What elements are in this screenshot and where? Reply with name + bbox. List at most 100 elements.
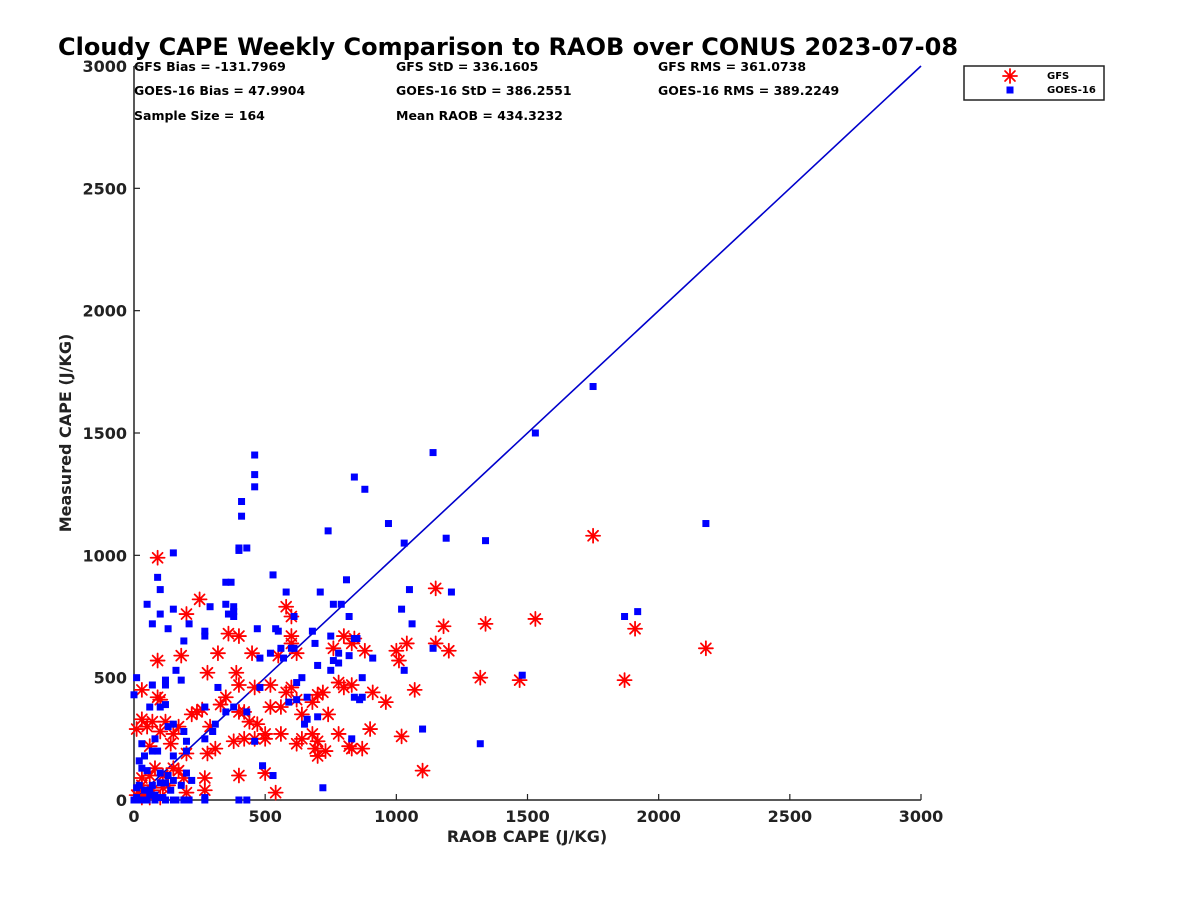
- goes-16-point: [201, 627, 209, 635]
- goes-16-point: [148, 681, 156, 689]
- gfs-point: [472, 669, 489, 686]
- gfs-point: [231, 767, 247, 784]
- gfs-point: [393, 728, 410, 745]
- gfs-point: [278, 598, 295, 615]
- y-ticks: 0 500 1000 1500 2000 2500 3000: [82, 57, 140, 810]
- goes-16-point: [188, 776, 196, 784]
- goes-16-point: [177, 676, 185, 684]
- goes-16-point: [169, 776, 177, 784]
- goes-16-point: [164, 772, 172, 780]
- goes-16-point: [238, 512, 246, 520]
- goes-16-point: [143, 796, 151, 804]
- gfs-point: [362, 721, 379, 737]
- goes-16-point: [408, 620, 416, 628]
- goes-16-point: [164, 723, 172, 731]
- goes-16-point: [384, 520, 392, 528]
- gfs-point: [231, 628, 247, 644]
- goes-16-point: [222, 600, 230, 608]
- goes-16-point: [285, 698, 293, 706]
- goes-16-point: [350, 473, 358, 481]
- x-tick-label: 1500: [505, 807, 550, 826]
- goes-16-point: [133, 794, 141, 802]
- goes-16-point: [230, 608, 238, 616]
- goes-16-point: [335, 659, 343, 667]
- goes-16-point: [172, 666, 180, 674]
- gfs-point: [343, 740, 360, 757]
- goes-16-point: [182, 747, 190, 755]
- goes-16-point: [266, 649, 274, 657]
- x-tick-label: 2000: [636, 807, 681, 826]
- goes-16-point: [156, 703, 164, 711]
- gfs-point: [199, 745, 216, 762]
- x-axis-label: RAOB CAPE (J/KG): [447, 827, 607, 846]
- legend-box: [963, 65, 1105, 101]
- goes-16-point: [161, 701, 169, 709]
- goes-16-point: [442, 534, 450, 542]
- goes-16-point: [177, 781, 185, 789]
- gfs-point: [477, 615, 494, 632]
- gfs-point: [440, 642, 457, 659]
- x-tick-label: 3000: [899, 807, 944, 826]
- gfs-point: [173, 647, 190, 664]
- goes-16-point: [182, 769, 190, 777]
- goes-16-point: [447, 588, 455, 596]
- x-ticks: 0 500 1000 1500 2000 2500 3000: [128, 794, 943, 826]
- goes-16-point: [405, 586, 413, 594]
- gfs-point: [304, 726, 321, 742]
- gfs-point: [199, 664, 216, 681]
- gfs-point: [165, 726, 182, 742]
- mean-raob-text: Mean RAOB = 434.3232: [396, 108, 563, 123]
- goes-16-point: [482, 537, 490, 545]
- legend-goes-square: [1006, 86, 1014, 94]
- legend: GFS GOES-16: [963, 65, 1105, 101]
- legend-gfs-label: GFS: [1047, 71, 1069, 82]
- goes-16-point: [400, 666, 408, 674]
- plot-area: [128, 65, 922, 806]
- goes-16-point: [135, 781, 143, 789]
- goes-16-point: [358, 693, 366, 701]
- gfs-point: [406, 682, 423, 698]
- gfs-point: [273, 699, 289, 715]
- goes-16-point: [314, 661, 322, 669]
- goes-16-point: [161, 779, 169, 787]
- gfs-point: [144, 713, 161, 730]
- x-tick-label: 1000: [374, 807, 419, 826]
- goes-16-point: [156, 779, 164, 787]
- gfs-point: [228, 664, 245, 681]
- goes-16-point: [290, 613, 298, 620]
- goes-16-point: [429, 644, 437, 652]
- x-tick-label: 500: [248, 807, 281, 826]
- gfs-point: [414, 762, 431, 779]
- goes-16-point: [230, 703, 238, 711]
- goes-16-point: [342, 576, 350, 584]
- goes-16-point: [621, 613, 629, 620]
- y-tick-label: 0: [116, 791, 127, 810]
- goes-16-point: [161, 681, 169, 689]
- goes-16-point: [148, 781, 156, 789]
- goes-16-point: [201, 703, 209, 711]
- goes-16-point: [201, 735, 209, 743]
- y-tick-label: 2500: [82, 179, 127, 198]
- goes-16-point: [298, 674, 306, 682]
- gfs-point: [149, 652, 166, 669]
- gfs-point: [354, 740, 371, 757]
- goes-16-point: [169, 752, 177, 760]
- y-tick-label: 3000: [82, 57, 127, 76]
- gfs-point: [262, 699, 279, 715]
- goes-16-point: [180, 637, 188, 645]
- goes-16-point: [303, 715, 311, 723]
- gfs-point: [162, 735, 179, 752]
- gfs-point: [320, 706, 337, 723]
- gfs-point: [225, 733, 242, 750]
- goes-16-point: [280, 654, 288, 662]
- goes-16-point: [358, 674, 366, 682]
- goes-16-point: [274, 627, 282, 635]
- goes-16-point: [222, 578, 230, 586]
- gfs-point: [220, 625, 237, 642]
- goes-16-point: [169, 720, 177, 728]
- goes-16-point: [269, 571, 277, 579]
- goes-16-point: [133, 674, 141, 682]
- goes-16-point: [253, 625, 261, 633]
- gfs-point: [388, 642, 405, 659]
- goes-16-point: [327, 666, 335, 674]
